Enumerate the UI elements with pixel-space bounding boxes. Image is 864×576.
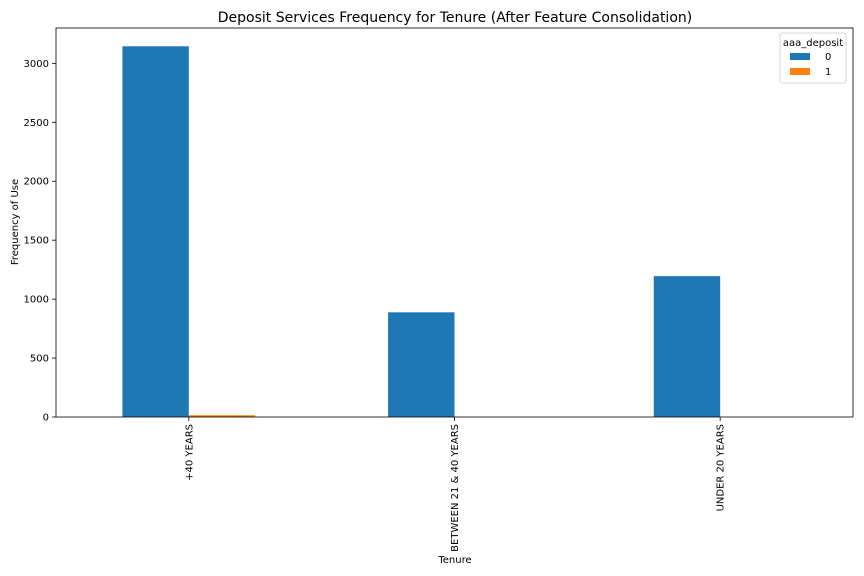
chart-title: Deposit Services Frequency for Tenure (A…	[218, 10, 692, 26]
legend-items: 01	[790, 52, 831, 78]
y-axis: 0 500 1000 1500 2000 2500 3000	[24, 59, 56, 424]
legend: aaa_deposit 01	[779, 32, 847, 84]
bar	[188, 415, 256, 417]
y-tick-label: 1500	[24, 236, 49, 247]
y-tick-label: 2500	[24, 118, 49, 129]
bars-layer	[122, 46, 721, 418]
x-tick-label: +40 YEARS	[184, 424, 195, 481]
y-axis-title: Frequency of Use	[10, 179, 21, 265]
y-tick-label: 500	[30, 354, 49, 365]
bar	[653, 276, 721, 417]
bar	[122, 46, 189, 418]
x-axis: +40 YEARS BETWEEN 21 & 40 YEARS UNDER 20 Y…	[184, 417, 727, 552]
x-tick-label: BETWEEN 21 & 40 YEARS	[450, 424, 461, 552]
plot-frame	[55, 27, 854, 418]
x-axis-title: Tenure	[437, 555, 471, 566]
y-tick-label: 0	[43, 413, 49, 424]
legend-swatch	[790, 68, 810, 75]
y-tick-label: 3000	[24, 59, 49, 70]
y-tick-label: 2000	[24, 177, 49, 188]
bar	[388, 312, 455, 417]
x-tick-label: UNDER 20 YEARS	[716, 424, 727, 511]
legend-label: 1	[825, 67, 831, 78]
legend-swatch	[790, 53, 810, 60]
legend-title: aaa_deposit	[783, 38, 843, 49]
legend-label: 0	[825, 52, 831, 63]
y-tick-label: 1000	[24, 295, 49, 306]
